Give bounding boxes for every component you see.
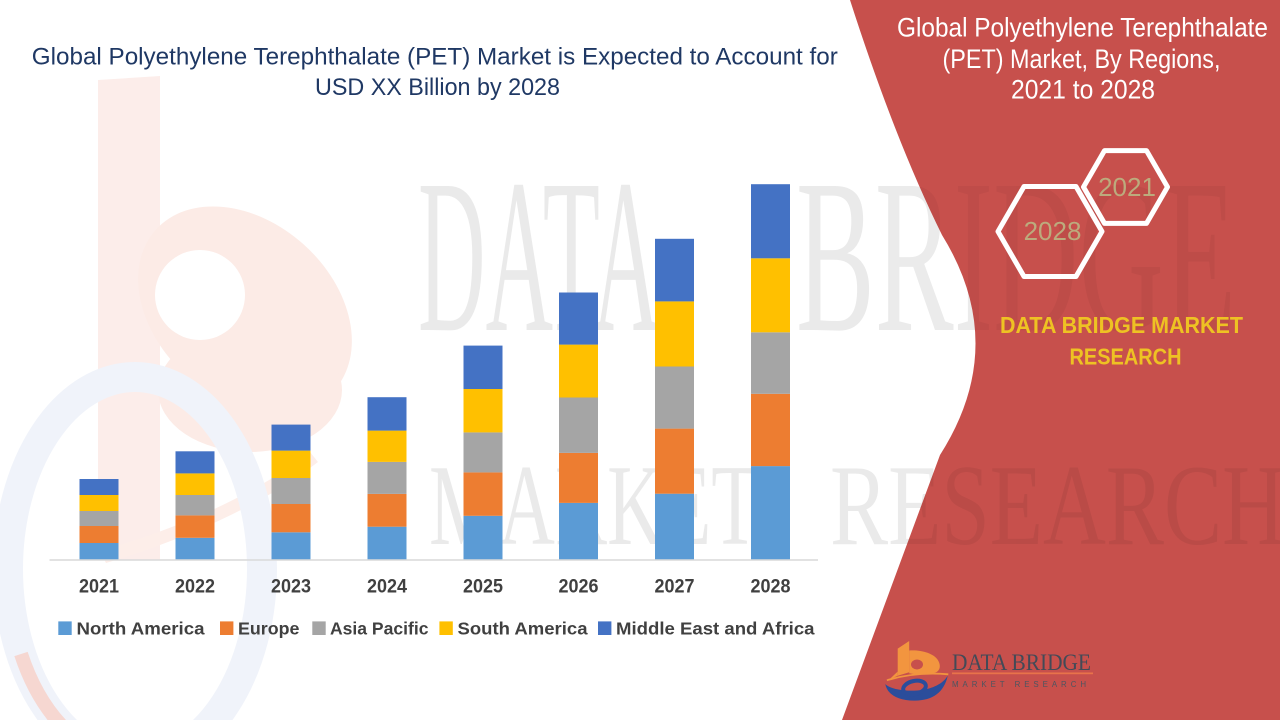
svg-text:2023: 2023 bbox=[271, 576, 311, 597]
svg-text:2022: 2022 bbox=[175, 576, 215, 597]
svg-text:DATA BRIDGE: DATA BRIDGE bbox=[952, 650, 1091, 675]
svg-text:USD XX Billion by 2028: USD XX Billion by 2028 bbox=[315, 74, 560, 101]
svg-text:2028: 2028 bbox=[1024, 216, 1082, 246]
svg-text:Europe: Europe bbox=[238, 619, 300, 639]
svg-text:2027: 2027 bbox=[655, 576, 695, 597]
svg-text:MARKET RESEARCH: MARKET RESEARCH bbox=[952, 680, 1090, 689]
svg-text:RESEARCH: RESEARCH bbox=[1070, 344, 1182, 370]
svg-text:2026: 2026 bbox=[559, 576, 599, 597]
svg-text:South America: South America bbox=[458, 619, 588, 639]
svg-text:Global Polyethylene Terephthal: Global Polyethylene Terephthalate (PET) … bbox=[32, 44, 838, 71]
svg-text:Middle East and Africa: Middle East and Africa bbox=[616, 619, 815, 639]
svg-text:North America: North America bbox=[77, 619, 205, 639]
svg-text:2024: 2024 bbox=[367, 576, 407, 597]
svg-text:2021 to 2028: 2021 to 2028 bbox=[1011, 74, 1155, 104]
svg-text:(PET) Market, By Regions,: (PET) Market, By Regions, bbox=[943, 44, 1221, 74]
svg-text:DATA: DATA bbox=[418, 134, 660, 378]
svg-text:Asia Pacific: Asia Pacific bbox=[330, 619, 429, 639]
svg-text:2028: 2028 bbox=[751, 576, 791, 597]
svg-text:Global Polyethylene Terephthal: Global Polyethylene Terephthalate bbox=[897, 13, 1268, 43]
svg-text:2021: 2021 bbox=[79, 576, 119, 597]
svg-text:2021: 2021 bbox=[1098, 172, 1156, 202]
svg-text:2025: 2025 bbox=[463, 576, 503, 597]
svg-text:DATA BRIDGE MARKET: DATA BRIDGE MARKET bbox=[1000, 312, 1243, 338]
